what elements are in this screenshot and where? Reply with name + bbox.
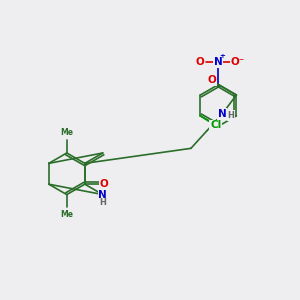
- Text: O: O: [207, 76, 216, 85]
- Text: O⁻: O⁻: [230, 57, 244, 67]
- Text: N: N: [214, 57, 223, 67]
- Text: Cl: Cl: [210, 120, 221, 130]
- Text: N: N: [98, 190, 107, 200]
- Text: Me: Me: [60, 128, 73, 137]
- Text: Me: Me: [60, 210, 73, 219]
- Text: O: O: [100, 179, 109, 189]
- Text: +: +: [219, 53, 225, 59]
- Text: O: O: [196, 57, 204, 67]
- Text: N: N: [218, 109, 226, 119]
- Text: H: H: [228, 111, 235, 120]
- Text: H: H: [99, 198, 106, 207]
